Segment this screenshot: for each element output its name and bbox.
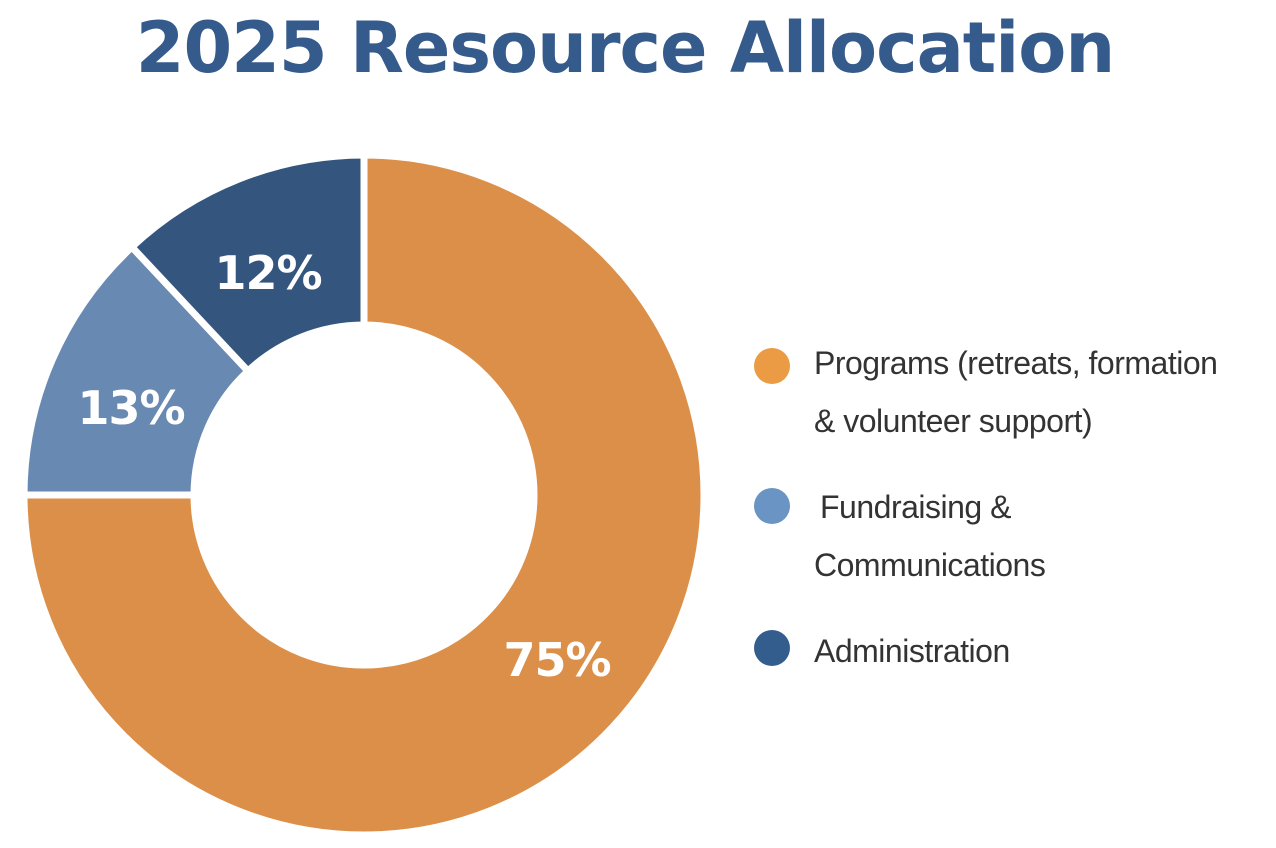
legend-swatch-administration: [754, 630, 790, 666]
chart-title: 2025 Resource Allocation: [135, 7, 1115, 89]
legend-label-programs-line2: & volunteer support): [814, 403, 1093, 439]
legend-swatch-programs: [754, 348, 790, 384]
slice-label-administration: 12%: [214, 246, 321, 300]
slice-fundraising: [20, 242, 253, 499]
legend-label-programs-line1: Programs (retreats, formation: [814, 345, 1218, 381]
slice-label-programs: 75%: [503, 633, 610, 687]
legend-swatch-fundraising: [754, 488, 790, 524]
legend-label-administration: Administration: [814, 633, 1010, 669]
slice-administration: [126, 151, 368, 376]
slice-label-fundraising: 13%: [77, 381, 184, 435]
slice-programs: [20, 151, 708, 839]
legend-label-fundraising-line1: Fundraising &: [820, 489, 1011, 525]
legend-label-fundraising-line2: Communications: [814, 547, 1046, 583]
